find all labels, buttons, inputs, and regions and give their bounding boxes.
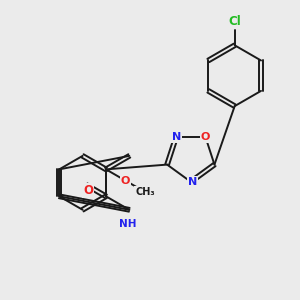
Text: CH₃: CH₃	[135, 187, 155, 197]
Text: N: N	[172, 132, 181, 142]
Text: O: O	[121, 176, 130, 186]
Text: O: O	[201, 132, 210, 142]
Text: N: N	[188, 177, 197, 187]
Text: O: O	[83, 184, 93, 197]
Text: Cl: Cl	[228, 15, 241, 28]
Text: NH: NH	[119, 219, 136, 229]
